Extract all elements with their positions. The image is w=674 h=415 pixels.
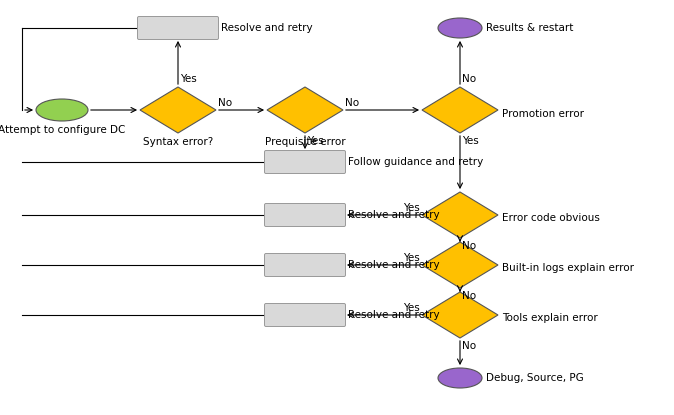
Polygon shape bbox=[422, 192, 498, 238]
Text: No: No bbox=[462, 241, 476, 251]
Text: No: No bbox=[462, 291, 476, 301]
Polygon shape bbox=[140, 87, 216, 133]
FancyBboxPatch shape bbox=[264, 254, 346, 276]
Text: Resolve and retry: Resolve and retry bbox=[348, 260, 439, 270]
Text: Promotion error: Promotion error bbox=[502, 109, 584, 119]
Text: Built-in logs explain error: Built-in logs explain error bbox=[502, 263, 634, 273]
FancyBboxPatch shape bbox=[264, 203, 346, 227]
Polygon shape bbox=[422, 87, 498, 133]
Text: Error code obvious: Error code obvious bbox=[502, 213, 600, 223]
Text: Yes: Yes bbox=[403, 253, 420, 263]
Text: Yes: Yes bbox=[180, 74, 197, 84]
Text: No: No bbox=[345, 98, 359, 108]
Text: Yes: Yes bbox=[403, 303, 420, 313]
FancyBboxPatch shape bbox=[137, 17, 218, 39]
Text: Resolve and retry: Resolve and retry bbox=[221, 23, 313, 33]
Text: Yes: Yes bbox=[307, 136, 324, 146]
Text: Resolve and retry: Resolve and retry bbox=[348, 310, 439, 320]
Text: Yes: Yes bbox=[462, 136, 479, 146]
Ellipse shape bbox=[36, 99, 88, 121]
Polygon shape bbox=[267, 87, 343, 133]
Polygon shape bbox=[422, 292, 498, 338]
Text: Yes: Yes bbox=[403, 203, 420, 213]
Text: Results & restart: Results & restart bbox=[486, 23, 574, 33]
Text: Follow guidance and retry: Follow guidance and retry bbox=[348, 157, 483, 167]
Ellipse shape bbox=[438, 18, 482, 38]
Text: Prequisite error: Prequisite error bbox=[265, 137, 345, 147]
Text: Attempt to configure DC: Attempt to configure DC bbox=[0, 125, 125, 135]
Text: No: No bbox=[218, 98, 232, 108]
Ellipse shape bbox=[438, 368, 482, 388]
Text: Debug, Source, PG: Debug, Source, PG bbox=[486, 373, 584, 383]
Text: Resolve and retry: Resolve and retry bbox=[348, 210, 439, 220]
FancyBboxPatch shape bbox=[264, 151, 346, 173]
Text: No: No bbox=[462, 74, 476, 84]
Polygon shape bbox=[422, 242, 498, 288]
Text: No: No bbox=[462, 341, 476, 351]
FancyBboxPatch shape bbox=[264, 303, 346, 327]
Text: Syntax error?: Syntax error? bbox=[143, 137, 213, 147]
Text: Tools explain error: Tools explain error bbox=[502, 313, 598, 323]
